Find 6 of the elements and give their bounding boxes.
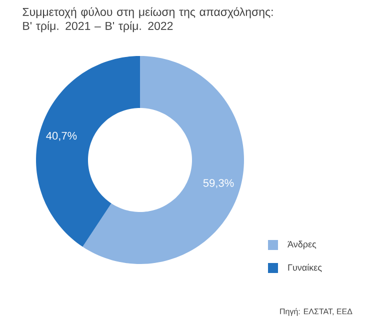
chart-title: Συμμετοχή φύλου στη μείωση της απασχόλησης: Β' τρίμ. 2021 – Β' τρίμ. 2022 <box>22 7 273 32</box>
legend-label: Γυναίκες <box>288 264 322 272</box>
data-label: 40,7% <box>46 132 77 141</box>
data-label: 59,3% <box>203 179 234 188</box>
legend-label: Άνδρες <box>288 240 316 250</box>
text: Πηγή: ΕΛΣΤΑΤ, ΕΕΔ <box>280 308 352 316</box>
